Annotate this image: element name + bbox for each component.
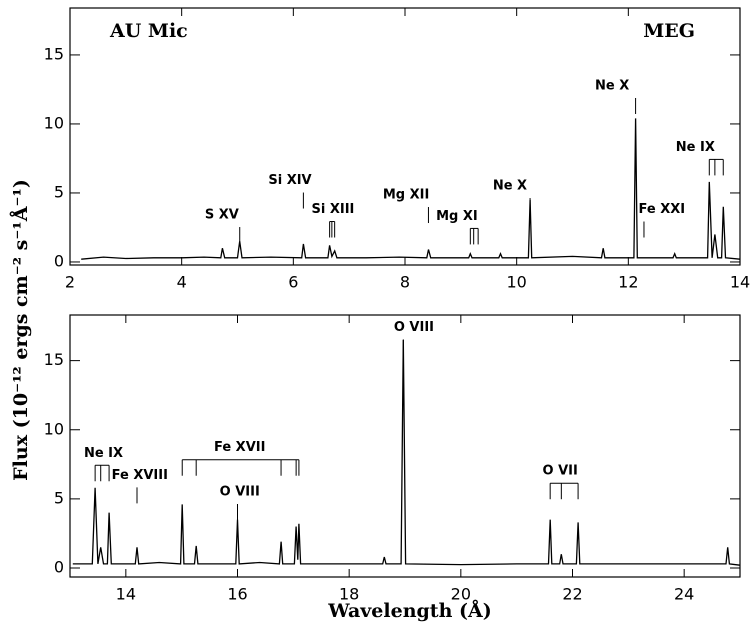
x-tick-label: 2 — [65, 273, 75, 292]
x-tick-label: 24 — [674, 585, 694, 604]
x-tick-label: 4 — [177, 273, 187, 292]
line-label: O VII — [543, 464, 578, 479]
y-axis-label: Flux (10⁻¹² ergs cm⁻² s⁻¹Å⁻¹) — [9, 179, 32, 481]
x-tick-label: 18 — [339, 585, 359, 604]
line-label: O VIII — [220, 484, 260, 499]
line-label: Ne IX — [676, 140, 715, 155]
line-label: Ne X — [595, 78, 629, 93]
y-tick-label: 0 — [54, 251, 64, 270]
x-tick-label: 6 — [288, 273, 298, 292]
x-tick-label: 8 — [400, 273, 410, 292]
y-tick-label: 0 — [54, 558, 64, 577]
x-tick-label: 12 — [618, 273, 638, 292]
x-tick-label: 10 — [506, 273, 526, 292]
y-tick-label: 10 — [44, 419, 64, 438]
y-tick-label: 10 — [44, 113, 64, 132]
x-tick-label: 20 — [451, 585, 471, 604]
line-label: S XV — [205, 208, 239, 223]
x-tick-label: 14 — [730, 273, 750, 292]
plot-frame — [69, 7, 741, 266]
y-tick-label: 15 — [44, 350, 64, 369]
x-axis-label: Wavelength (Å) — [327, 599, 491, 622]
line-label: Mg XI — [436, 209, 478, 224]
line-label: Fe XVIII — [112, 468, 168, 483]
plot-frame — [69, 314, 741, 578]
line-label: Fe XXI — [639, 202, 686, 217]
line-label: Mg XII — [383, 188, 429, 203]
line-label: Ne X — [493, 179, 527, 194]
line-label: Si XIII — [312, 202, 355, 217]
x-tick-label: 14 — [116, 585, 136, 604]
chart-subtitle: MEG — [643, 20, 695, 42]
x-tick-label: 16 — [227, 585, 247, 604]
x-tick-label: 22 — [562, 585, 582, 604]
y-tick-label: 15 — [44, 44, 64, 63]
y-tick-label: 5 — [54, 488, 64, 507]
spectrum-line — [81, 118, 741, 260]
chart-title: AU Mic — [109, 20, 188, 42]
line-label: Si XIV — [268, 173, 311, 188]
line-label: O VIII — [394, 320, 434, 335]
line-label: Fe XVII — [214, 440, 265, 455]
y-tick-label: 5 — [54, 182, 64, 201]
spectrum-line — [72, 339, 741, 566]
line-label: Ne IX — [84, 446, 123, 461]
